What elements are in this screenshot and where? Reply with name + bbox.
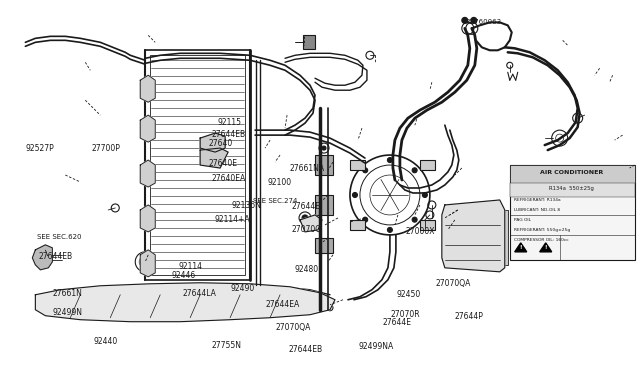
Text: 92527P: 92527P [26,144,55,153]
Circle shape [387,227,392,232]
Bar [509,183,635,197]
Circle shape [412,168,417,173]
Text: 27070QA: 27070QA [435,279,470,288]
Bar [350,220,365,230]
Text: 27640: 27640 [208,139,232,148]
Circle shape [363,217,368,222]
Polygon shape [200,133,225,152]
Polygon shape [33,245,52,270]
Text: 92115: 92115 [218,118,242,127]
Bar [303,35,315,49]
Text: 27640E: 27640E [208,159,237,168]
Circle shape [412,217,417,222]
Text: R134a  550±25g: R134a 550±25g [549,186,594,192]
Bar [509,165,635,260]
Text: 92114+A: 92114+A [214,215,250,224]
Text: 92499N: 92499N [53,308,83,317]
Circle shape [322,146,326,150]
Text: 27070QA: 27070QA [275,323,310,331]
Bar [315,195,333,215]
Text: SEE SEC.274: SEE SEC.274 [253,198,297,204]
Text: 27644LA: 27644LA [182,289,216,298]
Polygon shape [200,148,228,168]
Circle shape [363,168,368,173]
Bar [500,210,508,265]
Text: 27644E: 27644E [291,202,320,211]
Text: 27755N: 27755N [211,341,241,350]
Polygon shape [140,250,156,277]
Circle shape [322,300,326,304]
Text: R2760063: R2760063 [466,19,502,25]
Circle shape [422,192,428,198]
Polygon shape [300,215,322,232]
Text: 27700P: 27700P [92,144,121,153]
Text: 27644E: 27644E [383,318,412,327]
Text: 92499NA: 92499NA [358,342,394,351]
Circle shape [142,259,148,265]
Polygon shape [140,160,156,187]
Text: 27661NA: 27661NA [289,164,324,173]
Text: 92114: 92114 [178,262,202,272]
Polygon shape [140,205,156,232]
Circle shape [353,192,358,198]
Text: 92446: 92446 [172,270,196,280]
Text: 27070R: 27070R [390,310,420,318]
Text: 92136N: 92136N [232,201,262,210]
Text: 92450: 92450 [397,290,421,299]
Text: !: ! [520,246,522,250]
Text: SEE SEC.620: SEE SEC.620 [38,234,82,240]
Text: 27070Q: 27070Q [291,225,321,234]
Text: 27640EA: 27640EA [211,174,246,183]
Text: 27644EA: 27644EA [266,300,300,309]
Text: 27644EB: 27644EB [288,345,322,354]
Text: 92440: 92440 [93,337,117,346]
Text: 92480: 92480 [294,265,319,274]
Text: 92100: 92100 [268,178,292,187]
Bar [145,50,250,280]
Text: 27661N: 27661N [53,289,83,298]
Bar [420,160,435,170]
Circle shape [387,158,392,163]
Circle shape [471,17,477,23]
Text: 92490: 92490 [230,283,255,292]
Polygon shape [515,243,527,252]
Text: PAG OIL: PAG OIL [514,218,531,222]
Text: COMPRESSOR OIL: 160cc: COMPRESSOR OIL: 160cc [514,238,568,242]
Polygon shape [442,200,505,272]
Text: 27644EB: 27644EB [211,130,246,139]
Text: 27644P: 27644P [454,312,483,321]
Bar [315,238,333,253]
Polygon shape [140,75,156,102]
Text: 27644EB: 27644EB [39,252,73,261]
Polygon shape [35,283,335,322]
Text: LUBRICANT: ND-OIL 8: LUBRICANT: ND-OIL 8 [514,208,560,212]
Text: 27000X: 27000X [405,227,435,236]
Bar [315,155,333,175]
Bar [509,165,635,183]
Bar [150,55,245,275]
Circle shape [302,215,308,221]
Bar [350,160,365,170]
Bar [420,220,435,230]
Circle shape [462,17,468,23]
Polygon shape [540,243,552,252]
Text: REFRIGERANT: 550g±25g: REFRIGERANT: 550g±25g [514,228,570,232]
Polygon shape [140,115,156,142]
Text: !: ! [520,246,522,250]
Text: REFRIGERANT: R134a: REFRIGERANT: R134a [514,198,561,202]
Text: !: ! [545,246,547,250]
Text: AIR CONDITIONER: AIR CONDITIONER [540,170,604,174]
